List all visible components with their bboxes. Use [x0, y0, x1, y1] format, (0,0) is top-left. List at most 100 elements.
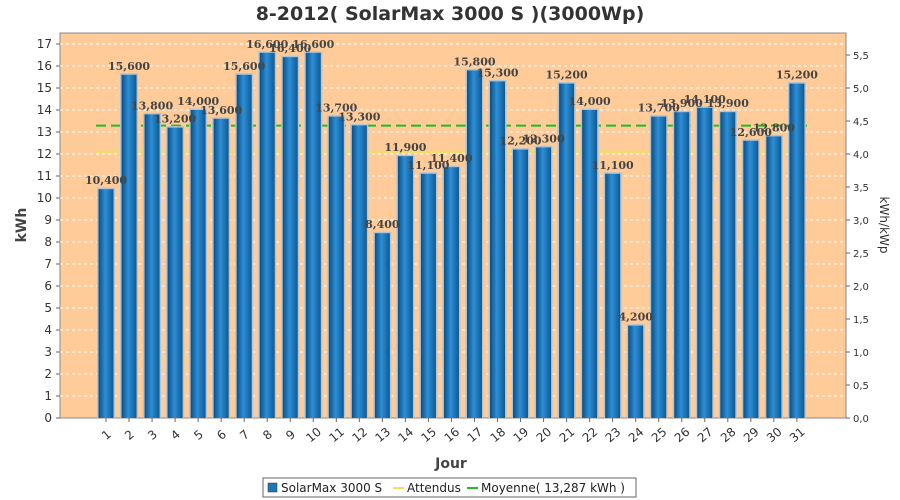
- y2-tick-label: 4,0: [853, 150, 869, 161]
- x-tick-label: 31: [787, 425, 808, 446]
- x-tick-label: 27: [695, 425, 716, 446]
- data-label: 15,800: [453, 55, 495, 68]
- chart-title: 8-2012( SolarMax 3000 S )(3000Wp): [256, 3, 645, 25]
- x-tick-label: 17: [465, 425, 486, 446]
- x-tick-label: 2: [122, 427, 137, 443]
- data-label: 15,200: [776, 69, 818, 82]
- x-tick-label: 26: [672, 425, 693, 446]
- data-label: 11,900: [384, 141, 426, 154]
- legend-swatch-bar: [267, 482, 278, 493]
- data-label: 13,900: [661, 97, 703, 110]
- bar: [605, 173, 621, 418]
- data-label: 11,400: [430, 152, 472, 165]
- y2-tick-label: 3,5: [853, 183, 869, 194]
- data-label: 15,200: [546, 69, 588, 82]
- x-axis: 1 2 3 4 5 6 7 8 9 10 11 12 13 14 15 16 17 18 19 20 21 22 23 24 2…: [99, 418, 808, 445]
- data-label: 14,000: [177, 95, 219, 108]
- y2-tick-label: 2,0: [853, 282, 869, 293]
- data-label: 12,800: [753, 121, 795, 134]
- data-label: 16,600: [292, 38, 334, 51]
- bar: [351, 125, 367, 419]
- x-tick-label: 7: [237, 427, 252, 443]
- y-tick-label: 16: [37, 59, 52, 73]
- y-tick-label: 11: [37, 169, 52, 183]
- bar: [720, 112, 736, 418]
- legend: SolarMax 3000 S Attendus Moyenne( 13,287…: [262, 477, 637, 498]
- x-tick-label: 15: [418, 425, 439, 446]
- bar: [236, 74, 252, 419]
- bar: [559, 83, 575, 418]
- y-tick-label: 12: [37, 147, 52, 161]
- x-tick-label: 16: [442, 425, 463, 446]
- x-axis-title: Jour: [434, 456, 467, 472]
- y2-tick-label: 2,5: [853, 249, 869, 260]
- bar-series: [97, 51, 806, 419]
- data-label: 12,200: [499, 135, 541, 148]
- bar: [490, 81, 506, 419]
- x-tick-label: 29: [741, 425, 762, 446]
- data-label: 12,300: [523, 132, 565, 145]
- y2-tick-label: 5,0: [853, 84, 869, 95]
- data-label: 15,300: [476, 66, 518, 79]
- legend-box: [262, 477, 637, 498]
- bar: [651, 116, 667, 418]
- bar: [536, 147, 552, 418]
- y-tick-label: 9: [44, 213, 52, 227]
- y-tick-label: 1: [44, 389, 52, 403]
- data-label: 13,900: [707, 97, 749, 110]
- legend-label-series: SolarMax 3000 S: [281, 481, 382, 495]
- bar: [190, 110, 206, 418]
- bar: [282, 57, 298, 418]
- data-label: 12,600: [730, 126, 772, 139]
- data-label: 11,100: [407, 159, 449, 172]
- bar: [305, 52, 321, 419]
- y-tick-label: 3: [44, 345, 52, 359]
- y-axis-right: 0,0 0,5 1,0 1,5 2,0 2,5 3,0 3,5 4,0 4,5 5,0 5,5: [846, 51, 869, 425]
- x-tick-label: 25: [649, 425, 670, 446]
- y-tick-label: 10: [37, 191, 52, 205]
- y-tick-label: 5: [44, 301, 52, 315]
- y-axis-title: kWh: [14, 208, 30, 243]
- bar: [697, 107, 713, 419]
- x-tick-label: 23: [603, 425, 624, 446]
- x-tick-label: 20: [534, 425, 555, 446]
- x-tick-label: 28: [718, 425, 739, 446]
- x-tick-label: 12: [349, 425, 370, 446]
- bar: [789, 83, 805, 418]
- data-label: 13,200: [154, 113, 196, 126]
- x-tick-label: 22: [580, 425, 601, 446]
- data-labels: 10,40015,60013,80013,20014,00013,60015,6…: [85, 38, 818, 324]
- y2-tick-label: 3,0: [853, 216, 869, 227]
- x-tick-label: 8: [260, 427, 275, 443]
- y2-tick-label: 0,0: [853, 414, 869, 425]
- x-tick-label: 21: [557, 425, 578, 446]
- y-tick-label: 4: [44, 323, 52, 337]
- x-tick-label: 30: [764, 425, 785, 446]
- x-tick-label: 19: [511, 425, 532, 446]
- x-tick-label: 9: [283, 427, 298, 443]
- x-tick-label: 1: [99, 427, 114, 443]
- bar: [743, 140, 759, 419]
- y-tick-label: 17: [37, 37, 52, 51]
- y2-tick-label: 1,0: [853, 348, 869, 359]
- bar: [513, 149, 529, 418]
- x-tick-label: 14: [395, 425, 416, 446]
- bar: [582, 110, 598, 418]
- x-tick-label: 4: [168, 427, 183, 443]
- y-tick-label: 2: [44, 367, 52, 381]
- y-tick-label: 7: [44, 257, 52, 271]
- bar: [98, 189, 114, 418]
- bar: [374, 233, 390, 418]
- bar: [213, 118, 229, 419]
- y2-axis-title: kWh/kWp: [877, 197, 891, 254]
- bar: [766, 136, 782, 418]
- data-label: 10,400: [85, 174, 127, 187]
- bar: [674, 112, 690, 418]
- y2-tick-label: 4,5: [853, 117, 869, 128]
- x-tick-label: 13: [372, 425, 393, 446]
- data-label: 13,600: [200, 104, 242, 117]
- bar: [466, 70, 482, 419]
- bar: [443, 167, 459, 418]
